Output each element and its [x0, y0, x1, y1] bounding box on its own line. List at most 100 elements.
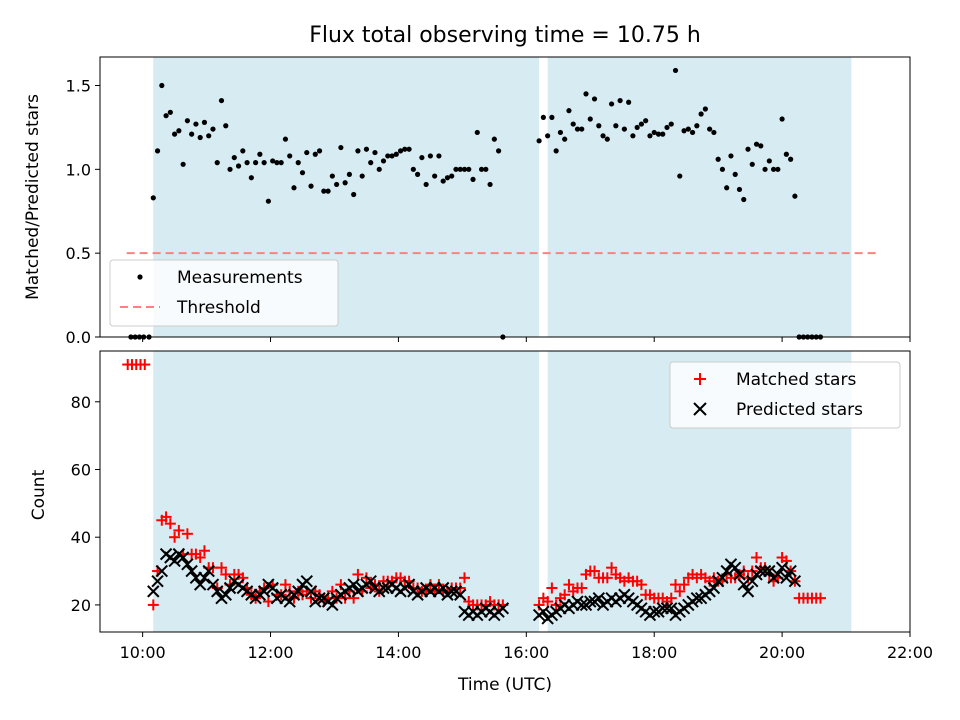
measurement-point — [719, 166, 726, 172]
matched-star-point — [262, 596, 274, 608]
matched-star-point — [751, 552, 763, 564]
predicted-star-point — [185, 564, 198, 578]
measurement-point — [415, 171, 421, 177]
predicted-star-point — [575, 598, 588, 612]
measurement-point — [214, 160, 220, 166]
measurement-point — [376, 166, 382, 172]
matched-star-point — [563, 579, 575, 591]
measurement-point — [638, 121, 645, 127]
measurement-point — [240, 148, 246, 154]
measurement-point — [342, 180, 348, 186]
measurement-point — [397, 148, 404, 154]
predicted-star-point — [151, 575, 164, 588]
measurement-point — [436, 153, 442, 159]
matched-legend-marker — [694, 373, 706, 385]
predicted-star-point — [364, 575, 377, 588]
matched-star-point — [216, 562, 227, 574]
measurement-point — [257, 151, 263, 157]
matched-star-point — [169, 531, 181, 543]
measurement-point — [698, 111, 704, 117]
measurement-point — [634, 124, 640, 131]
measurement-point — [231, 154, 237, 161]
measurement-point — [274, 160, 280, 166]
measurement-point — [466, 166, 472, 172]
measurement-point — [741, 196, 747, 203]
measurement-point — [427, 153, 433, 159]
measurement-point — [325, 188, 331, 194]
predicted-star-points — [147, 547, 802, 625]
count-y-tick-label: 80 — [71, 393, 91, 412]
measurement-point — [557, 129, 564, 136]
measurement-point — [423, 181, 429, 188]
predicted-star-point — [537, 605, 550, 618]
matched-star-point — [589, 565, 601, 577]
measurement-point — [457, 166, 463, 172]
predicted-star-point — [219, 588, 232, 601]
predicted-star-point — [780, 571, 793, 585]
count-y-tick-label: 40 — [71, 528, 91, 547]
predicted-star-point — [300, 575, 313, 588]
matched-star-point — [164, 518, 176, 530]
matched-star-point — [635, 579, 647, 591]
measurement-point — [363, 146, 370, 152]
measurement-point — [159, 82, 165, 89]
count-panel: 10:00 12:00 14:00 16:00 18:00 20:00 22:00 20 40… — [29, 350, 933, 695]
predicted-star-point — [720, 564, 733, 578]
measurement-point — [346, 171, 352, 177]
measurement-point — [351, 191, 357, 198]
predicted-star-point — [737, 578, 750, 591]
ratio-y-tick-label: 1.5 — [66, 77, 91, 96]
measurement-point — [694, 123, 700, 129]
matched-star-point — [674, 585, 686, 597]
measurement-point — [180, 161, 186, 167]
matched-star-point — [559, 589, 571, 601]
predicted-star-point — [193, 578, 207, 591]
measurement-point — [316, 148, 323, 154]
ratio-y-ticks: 0.0 0.5 1.0 1.5 — [66, 77, 100, 347]
measurement-point — [788, 156, 794, 162]
predicted-star-point — [771, 568, 785, 581]
predicted-star-point — [206, 578, 220, 591]
measurement-point — [295, 160, 301, 166]
measurement-point — [736, 186, 743, 193]
x-tick-label: 14:00 — [375, 643, 421, 662]
measurement-point — [753, 141, 760, 147]
measurement-point — [660, 131, 666, 137]
count-y-axis-label: Count — [29, 469, 49, 520]
measurement-legend-marker — [137, 274, 143, 280]
predicted-star-point — [292, 585, 305, 598]
legend-predicted: Predicted stars — [736, 400, 863, 420]
predicted-star-point — [266, 581, 279, 595]
measurement-point — [291, 185, 297, 191]
predicted-star-point — [402, 578, 416, 591]
ratio-x-ticks — [142, 337, 911, 342]
measurement-point — [150, 195, 156, 201]
predicted-star-point — [496, 602, 510, 615]
ratio-panel-frame — [99, 56, 911, 338]
measurement-point — [728, 153, 734, 159]
measurement-point — [664, 124, 670, 131]
measurement-point — [536, 138, 542, 144]
ratio-y-tick-label: 0.5 — [66, 244, 91, 263]
measurement-point — [775, 166, 781, 172]
measurement-point — [410, 166, 416, 172]
measurement-point — [321, 188, 327, 194]
predicted-star-point — [168, 554, 181, 568]
measurement-point — [218, 97, 225, 104]
measurement-point — [223, 123, 229, 129]
measurement-point — [172, 131, 178, 137]
count-x-ticks: 10:00 12:00 14:00 16:00 18:00 20:00 22:00 — [120, 632, 933, 662]
measurement-point — [549, 114, 555, 120]
measurement-point — [176, 128, 182, 134]
measurement-point — [304, 149, 310, 156]
measurement-point — [193, 121, 199, 127]
measurement-point — [402, 146, 408, 152]
measurement-point — [163, 113, 169, 119]
ratio-y-tick-label: 0.0 — [66, 328, 91, 347]
measurement-point — [368, 160, 374, 166]
measurement-point — [299, 170, 306, 176]
matched-star-point — [139, 359, 151, 371]
measurement-point — [184, 118, 190, 124]
predicted-star-point — [304, 585, 318, 598]
predicted-star-point — [584, 595, 597, 608]
